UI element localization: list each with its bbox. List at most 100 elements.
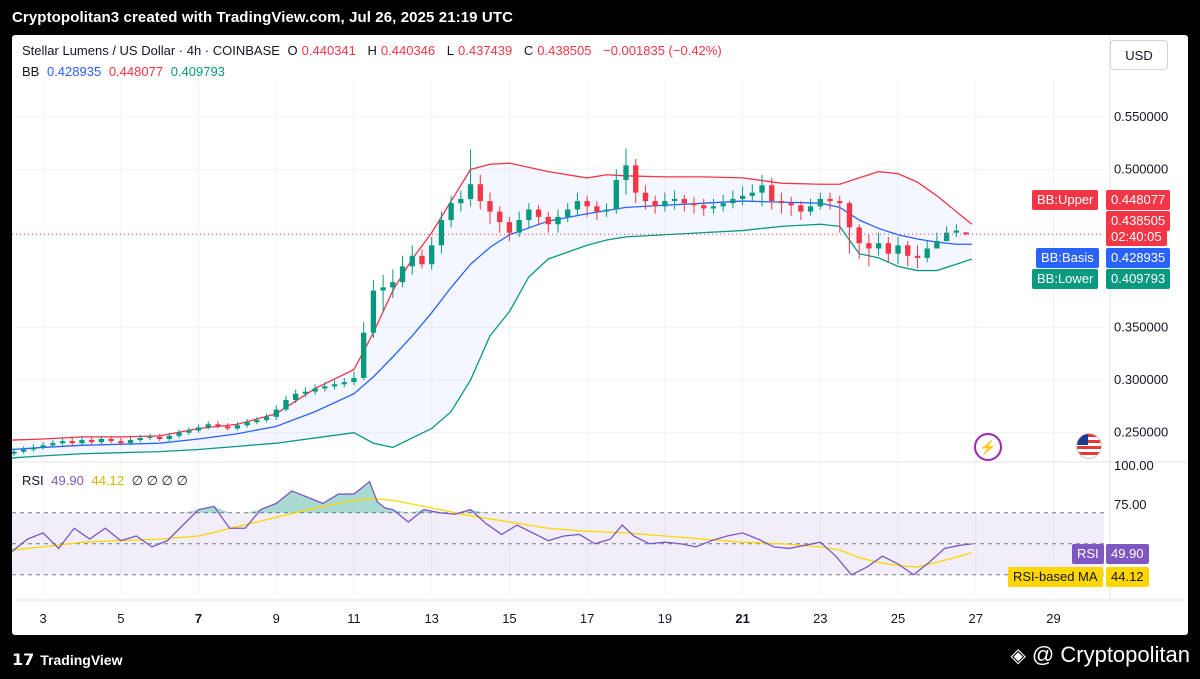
candle-body	[283, 400, 289, 410]
time-tick-label: 11	[347, 611, 361, 626]
bb-label: BB	[22, 64, 40, 79]
candle-body	[20, 449, 27, 452]
candle-body	[555, 216, 561, 225]
candle-body	[225, 426, 231, 429]
time-tick-label: 21	[735, 611, 749, 626]
candle-body	[234, 425, 241, 429]
candle-body	[895, 245, 901, 254]
candle-body	[351, 377, 357, 383]
candle-body	[623, 165, 629, 181]
rsi-ma-value: 44.12	[91, 473, 125, 488]
bb-legend[interactable]: BB 0.428935 0.448077 0.409793	[22, 64, 229, 79]
candle-body	[69, 441, 75, 444]
candle-body	[846, 203, 853, 228]
candle-body	[934, 241, 940, 249]
rsi-ma-tag: 44.12	[1106, 567, 1149, 587]
candle-body	[545, 216, 551, 225]
ohlc-legend: Stellar Lumens / US Dollar · 4h · COINBA…	[22, 43, 726, 58]
candle-body	[769, 185, 775, 202]
chart-panel[interactable]: 0.550000 0.500000 0.350000 0.300000 0.250000…	[12, 35, 1188, 635]
time-tick-label: 13	[424, 611, 438, 626]
candle-body	[963, 232, 969, 235]
header-caption: Cryptopolitan3 created with TradingView.…	[12, 9, 514, 26]
bb-upper-line	[12, 162, 973, 441]
candle-body	[370, 290, 377, 333]
candle-body	[40, 445, 46, 448]
candle-body	[526, 209, 532, 221]
candle-body	[118, 441, 124, 444]
open-value: 0.440341	[301, 43, 356, 58]
candle-body	[837, 201, 843, 204]
candle-body	[467, 184, 474, 199]
candle-body	[885, 243, 891, 254]
rsi-line	[12, 480, 972, 576]
brand-text: TradingView	[40, 652, 123, 668]
time-tick-label: 29	[1046, 611, 1060, 626]
candle-body	[458, 198, 464, 204]
candle-body	[642, 192, 649, 202]
candle-body	[147, 436, 153, 438]
candle-body	[88, 440, 95, 443]
candle-body	[399, 266, 406, 283]
candle-body	[701, 205, 707, 209]
rsi-legend[interactable]: RSI 49.90 44.12 ∅ ∅ ∅ ∅	[22, 473, 192, 489]
candle-body	[497, 211, 503, 223]
tradingview-brand[interactable]: 𝟭𝟳 TradingView	[12, 650, 122, 670]
candle-body	[516, 220, 522, 233]
candle-body	[195, 427, 202, 431]
time-tick-label: 3	[39, 611, 46, 626]
candle-body	[30, 447, 37, 450]
candle-body	[341, 382, 347, 385]
bb-lower-tag: 0.409793	[1106, 269, 1171, 289]
candle-body	[12, 451, 17, 454]
change-value: −0.001835 (−0.42%)	[603, 43, 722, 58]
candle-body	[875, 243, 882, 249]
rsi-label: RSI	[22, 473, 44, 488]
time-tick-label: 25	[891, 611, 905, 626]
time-tick-label: 7	[195, 611, 202, 626]
candle-body	[205, 424, 211, 428]
price-tick-label: 0.550000	[1114, 109, 1168, 124]
bb-lower-tag-label: BB:Lower	[1032, 269, 1099, 289]
candle-body	[662, 201, 668, 207]
candle-body	[448, 203, 454, 221]
candle-body	[739, 195, 746, 199]
candle-body	[157, 436, 163, 439]
candle-body	[730, 198, 736, 204]
candle-body	[807, 206, 814, 212]
chart-canvas[interactable]: 0.550000 0.500000 0.350000 0.300000 0.250000…	[12, 35, 1188, 635]
price-tick-label: 0.350000	[1114, 319, 1168, 334]
candle-body	[603, 209, 610, 212]
candle-body	[856, 227, 862, 244]
bb-upper-value: 0.448077	[108, 64, 164, 79]
price-tick-label: 0.300000	[1114, 372, 1168, 387]
price-tick-label: 0.500000	[1114, 161, 1168, 176]
candle-body	[273, 409, 279, 417]
candle-body	[574, 201, 581, 210]
low-label: L	[446, 43, 455, 58]
time-tick-label: 17	[580, 611, 594, 626]
candle-body	[652, 201, 658, 207]
symbol-title[interactable]: Stellar Lumens / US Dollar · 4h · COINBA…	[22, 43, 280, 58]
candle-body	[380, 287, 386, 291]
countdown-tag: 02:40:05	[1106, 228, 1167, 246]
candle-body	[263, 416, 270, 421]
lightning-icon[interactable]: ⚡	[974, 433, 1002, 461]
us-flag-icon[interactable]	[1076, 433, 1102, 459]
time-tick-label: 9	[273, 611, 280, 626]
candle-body	[244, 422, 250, 426]
candle-body	[778, 201, 785, 204]
rsi-extra-values: ∅ ∅ ∅ ∅	[131, 473, 188, 488]
bb-lower-value: 0.409793	[170, 64, 225, 79]
time-tick-label: 23	[813, 611, 827, 626]
candle-body	[98, 438, 105, 443]
candle-body	[749, 192, 755, 196]
time-tick-label: 27	[969, 611, 983, 626]
open-label: O	[287, 43, 298, 58]
candle-body	[613, 180, 619, 210]
rsi-tag: 49.90	[1106, 544, 1149, 564]
candle-body	[798, 205, 804, 212]
candle-body	[419, 255, 425, 265]
currency-button[interactable]: USD	[1110, 40, 1168, 70]
